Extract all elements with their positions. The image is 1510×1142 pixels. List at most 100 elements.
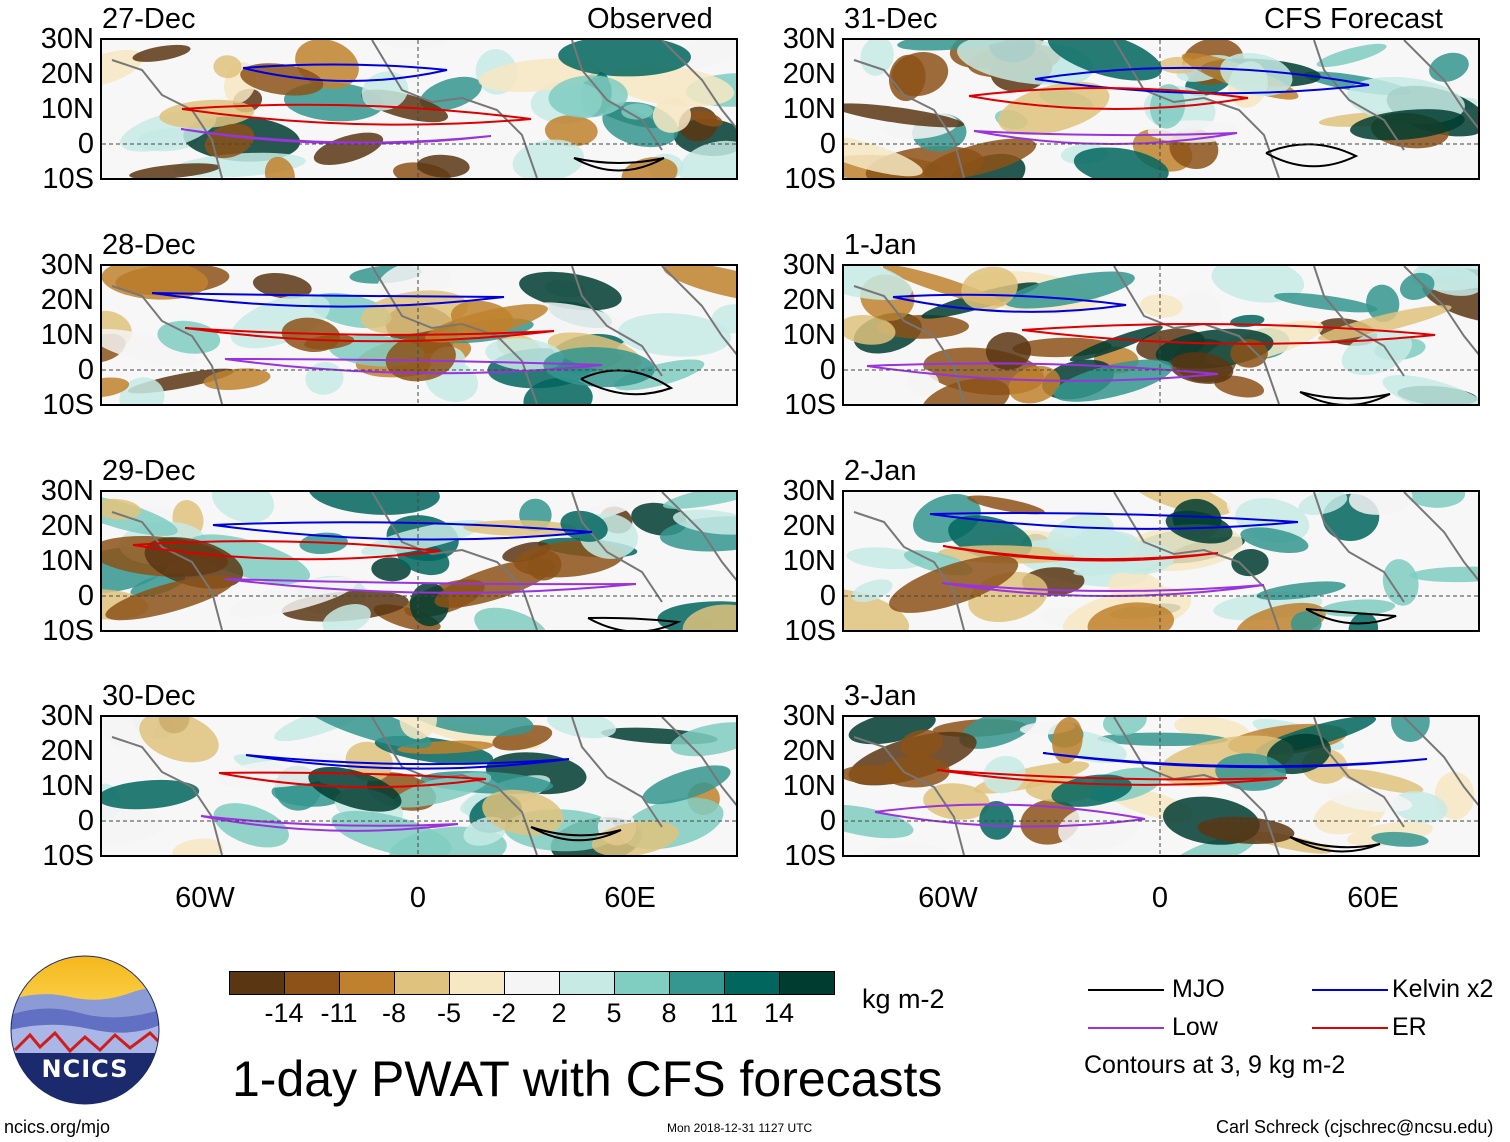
coastline xyxy=(111,492,736,630)
pwat-map-panel xyxy=(842,38,1480,180)
pwat-anomaly-region xyxy=(274,717,371,742)
colorbar-swatch xyxy=(449,971,505,995)
colorbar-swatch xyxy=(724,971,780,995)
footer-author: Carl Schreck (cjschrec@ncsu.edu) xyxy=(1216,1117,1494,1137)
footer-url: ncics.org/mjo xyxy=(4,1117,111,1137)
lat-label: 10S xyxy=(42,389,94,421)
pwat-anomaly-region xyxy=(921,378,1010,404)
wave-contour xyxy=(181,103,532,126)
pwat-anomaly-region xyxy=(907,368,940,396)
coastline xyxy=(111,266,736,404)
lon-label-0-right: 0 xyxy=(1151,882,1169,914)
lat-label: 10S xyxy=(784,840,836,872)
colorbar-tick-label: 2 xyxy=(551,998,567,1028)
pwat-anomaly-region xyxy=(663,266,736,303)
colorbar-tick-label: -2 xyxy=(491,998,516,1028)
colorbar-tick-label: -5 xyxy=(436,998,461,1028)
pwat-map-panel xyxy=(842,264,1480,406)
pwat-anomaly-region xyxy=(371,557,411,582)
wave-contour xyxy=(941,582,1265,598)
colorbar-swatch xyxy=(394,971,450,995)
pwat-anomaly-region xyxy=(416,154,470,178)
pwat-anomaly-region xyxy=(543,347,655,388)
pwat-anomaly-region xyxy=(1348,612,1379,630)
colorbar-swatch xyxy=(284,971,340,995)
pwat-anomaly-region xyxy=(1403,492,1466,508)
pwat-anomaly-region xyxy=(1240,527,1309,553)
wave-contour xyxy=(1305,608,1397,625)
panel-date-label: 2-Jan xyxy=(844,455,917,487)
contour-note: Contours at 3, 9 kg m-2 xyxy=(1084,1051,1346,1079)
pwat-anomaly-region xyxy=(228,576,357,618)
pwat-anomaly-region xyxy=(322,604,371,630)
wave-contour xyxy=(212,521,593,541)
colorbar-swatch xyxy=(504,971,560,995)
lat-label: 30N xyxy=(40,23,94,55)
pwat-anomaly-region xyxy=(591,820,679,855)
pwat-anomaly-region xyxy=(1004,271,1135,309)
pwat-anomaly-region xyxy=(621,157,678,178)
lat-label: 30N xyxy=(40,249,94,281)
pwat-anomaly-region xyxy=(1366,284,1400,323)
pwat-anomaly-region xyxy=(1108,570,1166,608)
pwat-anomaly-region xyxy=(679,140,736,178)
wave-contour xyxy=(874,803,1146,828)
pwat-anomaly-region xyxy=(189,534,311,585)
pwat-anomaly-region xyxy=(1087,602,1175,630)
pwat-anomaly-region xyxy=(102,498,142,520)
pwat-anomaly-region xyxy=(512,139,585,178)
pwat-anomaly-region xyxy=(313,132,384,165)
lat-label: 10N xyxy=(40,770,94,802)
wave-contour xyxy=(530,826,622,842)
pwat-anomaly-region xyxy=(881,755,950,788)
pwat-anomaly-region xyxy=(132,44,191,62)
coastline xyxy=(111,40,736,178)
pwat-anomaly-region xyxy=(523,377,593,404)
wave-contour xyxy=(224,578,637,594)
cfs-forecast-header: CFS Forecast xyxy=(1264,3,1443,35)
colorbar-swatch xyxy=(339,971,395,995)
figure-title: 1-day PWAT with CFS forecasts xyxy=(232,1051,943,1107)
lat-label: 30N xyxy=(782,249,836,281)
pwat-map-panel xyxy=(100,490,738,632)
pwat-anomaly-region xyxy=(642,765,731,805)
lat-label: 10S xyxy=(42,840,94,872)
pwat-anomaly-region xyxy=(664,40,736,72)
pwat-anomaly-region xyxy=(870,843,948,855)
pwat-anomaly-region xyxy=(844,804,914,839)
wave-contour xyxy=(180,128,492,145)
pwat-anomaly-region xyxy=(923,783,990,820)
lat-label: 0 xyxy=(819,128,836,160)
pwat-map-panel xyxy=(100,715,738,857)
pwat-anomaly-region xyxy=(474,607,549,630)
pwat-anomaly-region xyxy=(203,368,271,391)
pwat-anomaly-region xyxy=(844,266,913,301)
pwat-anomaly-region xyxy=(213,55,242,79)
wave-contour xyxy=(1289,836,1381,853)
pwat-anomaly-region xyxy=(1316,43,1387,68)
pwat-anomaly-region xyxy=(544,115,598,147)
pwat-anomaly-region xyxy=(1220,53,1293,96)
wave-contour xyxy=(929,512,1299,530)
pwat-anomaly-region xyxy=(998,81,1110,136)
colorbar-units: kg m-2 xyxy=(862,984,945,1014)
pwat-anomaly-region xyxy=(961,266,1018,311)
pwat-anomaly-region xyxy=(558,40,691,77)
legend-line-mjo xyxy=(1088,989,1164,991)
wave-contour xyxy=(200,815,459,832)
pwat-anomaly-region xyxy=(877,314,969,339)
pwat-anomaly-region xyxy=(1371,831,1429,847)
colorbar-swatch xyxy=(614,971,670,995)
pwat-anomaly-region xyxy=(409,717,534,737)
pwat-anomaly-region xyxy=(900,729,944,758)
pwat-anomaly-region xyxy=(672,509,736,535)
wave-contour xyxy=(1034,66,1370,95)
pwat-anomaly-region xyxy=(846,547,924,570)
pwat-anomaly-region xyxy=(1348,492,1413,515)
coastline xyxy=(853,266,1478,404)
lat-label: 20N xyxy=(782,510,836,542)
lat-label: 10N xyxy=(782,545,836,577)
pwat-anomaly-region xyxy=(1073,558,1159,576)
pwat-anomaly-region xyxy=(1211,266,1305,303)
lat-label: 10S xyxy=(784,389,836,421)
